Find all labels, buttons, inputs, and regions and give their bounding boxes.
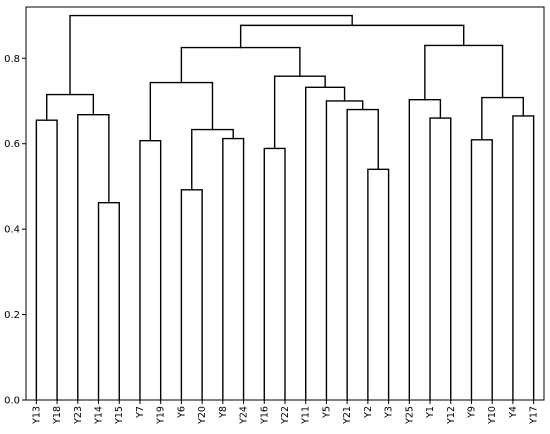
leaf-label-y25: Y25 <box>404 406 415 425</box>
dendrogram-link-2 <box>180 189 203 401</box>
y-axis: 0.0 0.2 0.4 0.6 0.8 <box>4 54 26 407</box>
dendrogram-link-14 <box>325 100 364 401</box>
x-axis-leaf-labels: Y13 Y18 Y23 Y14 Y15 Y7 Y19 Y6 Y20 Y8 Y24 Y16 Y22 Y11 Y… <box>31 400 540 425</box>
leaf-label-y14: Y14 <box>94 406 105 425</box>
dendrogram-link-3 <box>367 168 390 401</box>
leaf-label-y15: Y15 <box>114 406 125 425</box>
leaf-label-y5: Y5 <box>321 406 332 419</box>
leaf-label-y10: Y10 <box>487 406 498 425</box>
leaf-label-y11: Y11 <box>301 406 312 425</box>
dendrogram-link-24 <box>69 14 353 96</box>
leaf-label-y3: Y3 <box>384 406 395 419</box>
dendrogram-link-6 <box>470 139 493 401</box>
leaf-label-y6: Y6 <box>176 406 187 419</box>
dendrogram-link-4 <box>263 147 286 401</box>
dendrogram-link-23 <box>239 24 465 49</box>
leaf-label-y17: Y17 <box>529 406 540 425</box>
dendrogram-link-21 <box>180 46 301 84</box>
dendrogram-link-16 <box>481 96 524 141</box>
leaf-label-y23: Y23 <box>73 406 84 425</box>
dendrogram-links <box>35 14 535 401</box>
leaf-label-y19: Y19 <box>156 406 167 425</box>
leaf-label-y1: Y1 <box>425 406 436 419</box>
dendrogram-link-15 <box>408 98 442 401</box>
dendrogram-link-11 <box>77 113 110 401</box>
leaf-label-y7: Y7 <box>135 406 146 419</box>
leaf-label-y22: Y22 <box>280 406 291 425</box>
leaf-label-y24: Y24 <box>239 406 250 425</box>
leaf-label-y4: Y4 <box>508 406 519 419</box>
leaf-label-y18: Y18 <box>52 406 63 425</box>
dendrogram-link-22 <box>424 44 504 101</box>
dendrogram-link-9 <box>429 117 452 401</box>
y-tick-label: 0.0 <box>4 396 20 407</box>
y-tick-label: 0.2 <box>4 310 20 321</box>
leaf-label-y12: Y12 <box>446 406 457 425</box>
leaf-label-y13: Y13 <box>31 406 42 425</box>
leaf-label-y21: Y21 <box>342 406 353 425</box>
leaf-label-y2: Y2 <box>363 406 374 419</box>
dendrogram-link-10 <box>512 115 535 401</box>
y-tick-label: 0.6 <box>4 139 20 150</box>
dendrogram-link-7 <box>222 137 245 401</box>
dendrogram-link-8 <box>35 119 58 401</box>
y-tick-label: 0.8 <box>4 54 20 65</box>
plot-frame <box>25 6 545 401</box>
y-tick-label: 0.4 <box>4 225 20 236</box>
dendrogram-link-19 <box>149 81 214 142</box>
dendrogram-link-1 <box>97 201 120 401</box>
dendrogram-link-5 <box>139 140 162 401</box>
leaf-label-y8: Y8 <box>218 406 229 419</box>
dendrogram-link-17 <box>46 93 95 121</box>
leaf-label-y16: Y16 <box>259 406 270 425</box>
leaf-label-y20: Y20 <box>197 406 208 425</box>
dendrogram-link-12 <box>346 108 379 401</box>
dendrogram-link-18 <box>305 86 346 401</box>
leaf-label-y9: Y9 <box>466 406 477 419</box>
